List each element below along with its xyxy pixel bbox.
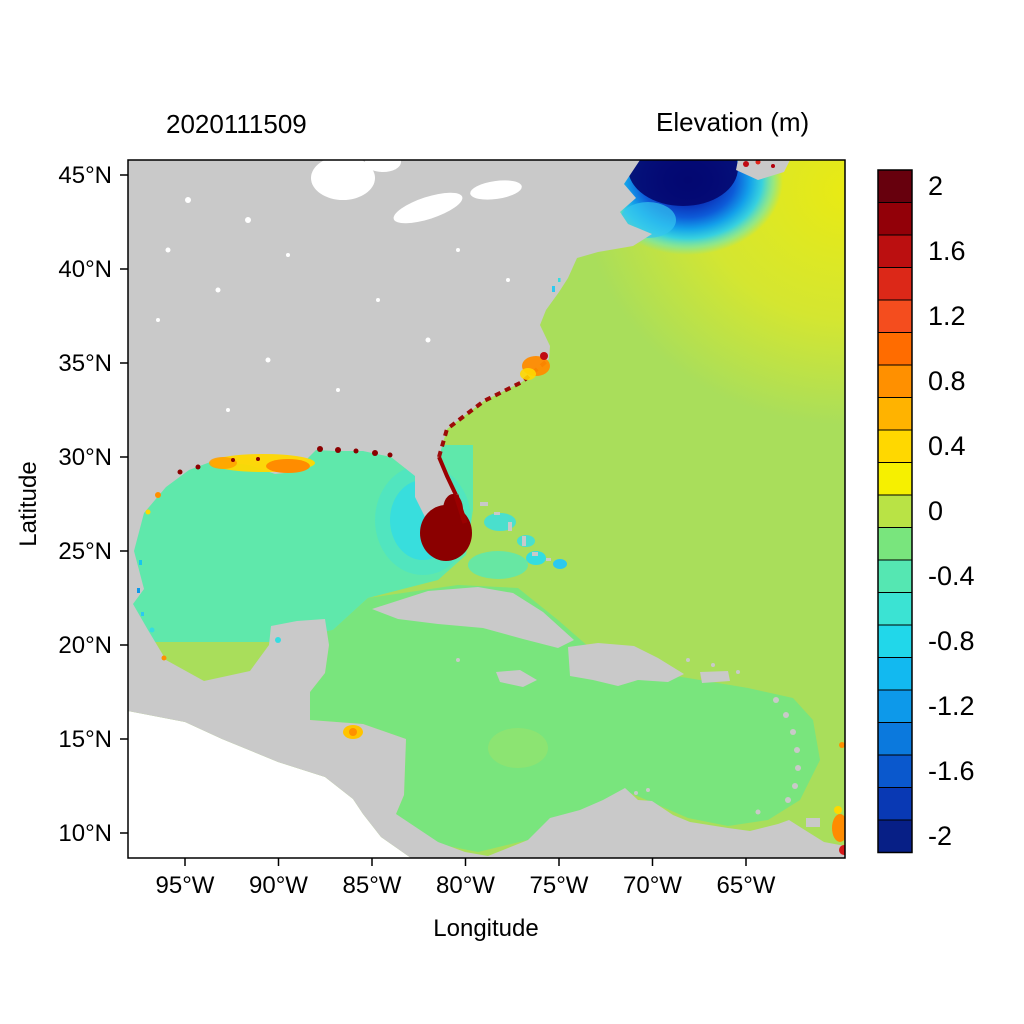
x-tick-70w: 70°W xyxy=(623,872,682,899)
cbar-label-0p4: 0.4 xyxy=(928,431,966,461)
bahamas-turquoise-patches xyxy=(468,513,567,579)
pacific-no-data-region xyxy=(128,711,411,858)
colorbar-tick-labels: 2 1.6 1.2 0.8 0.4 0 -0.4 -0.8 -1.2 -1.6 … xyxy=(928,171,975,851)
colorbar-block xyxy=(877,332,913,366)
colorbar-block xyxy=(877,494,913,528)
colorbar-block xyxy=(877,657,913,691)
x-tick-90w: 90°W xyxy=(249,872,308,899)
colorbar-title: Elevation (m) xyxy=(656,107,809,137)
colorbar-block xyxy=(877,462,913,496)
colorbar-block xyxy=(877,527,913,561)
x-axis-ticks xyxy=(184,858,747,866)
colorbar-block xyxy=(877,429,913,463)
x-tick-80w: 80°W xyxy=(436,872,495,899)
colorbar-block xyxy=(877,689,913,723)
cbar-label-0p8: 0.8 xyxy=(928,366,966,396)
caribbean-sea-region xyxy=(278,585,820,852)
cbar-label-m0p8: -0.8 xyxy=(928,626,975,656)
colorbar-block xyxy=(877,299,913,333)
colorbar-border xyxy=(877,169,913,854)
map-area xyxy=(127,159,846,859)
gulf-coast-surge-band xyxy=(145,446,393,515)
continent-land-region xyxy=(128,160,845,858)
y-tick-30n: 30°N xyxy=(58,444,112,471)
cbar-label-1p6: 1.6 xyxy=(928,236,966,266)
puerto-rico-island xyxy=(700,671,730,683)
honduras-orange-spot xyxy=(343,725,363,739)
cbar-label-m2: -2 xyxy=(928,821,952,851)
y-tick-40n: 40°N xyxy=(58,256,112,283)
x-tick-85w: 85°W xyxy=(343,872,402,899)
southeast-corner-edge-marks xyxy=(832,742,845,855)
pamlico-orange-patch xyxy=(520,278,561,380)
y-tick-20n: 20°N xyxy=(58,632,112,659)
colorbar-block xyxy=(877,754,913,788)
colorbar-block xyxy=(877,397,913,431)
y-axis-ticks xyxy=(120,174,128,834)
x-tick-95w: 95°W xyxy=(156,872,215,899)
caribbean-light-spot xyxy=(488,728,548,768)
southeast-coast-red-fringe xyxy=(437,357,551,524)
cbar-label-1p2: 1.2 xyxy=(928,301,966,331)
cbar-label-2: 2 xyxy=(928,171,943,201)
jamaica-island xyxy=(496,670,537,687)
cbar-label-0: 0 xyxy=(928,496,943,526)
colorbar-block xyxy=(877,819,913,853)
x-axis-tick-labels: 95°W 90°W 85°W 80°W 75°W 70°W 65°W xyxy=(156,872,776,899)
colorbar-block xyxy=(877,234,913,268)
y-tick-10n: 10°N xyxy=(58,820,112,847)
x-tick-65w: 65°W xyxy=(717,872,776,899)
colorbar-block xyxy=(877,787,913,821)
plot-frame xyxy=(127,159,846,859)
hispaniola-island xyxy=(568,643,684,686)
x-tick-75w: 75°W xyxy=(530,872,589,899)
timestamp-title: 2020111509 xyxy=(166,109,307,139)
cuba-island xyxy=(372,587,574,648)
cbar-label-m0p4: -0.4 xyxy=(928,561,975,591)
colorbar-block xyxy=(877,267,913,301)
caribbean-islands xyxy=(372,502,820,827)
fundy-red-specks xyxy=(743,160,775,168)
colorbar-block xyxy=(877,169,913,203)
colorbar xyxy=(877,169,913,853)
great-lakes-and-inland-lakes xyxy=(156,160,522,412)
y-tick-35n: 35°N xyxy=(58,350,112,377)
y-tick-45n: 45°N xyxy=(58,162,112,189)
colorbar-block xyxy=(877,364,913,398)
colorbar-block xyxy=(877,624,913,658)
nova-scotia-land xyxy=(736,160,790,180)
y-axis-tick-labels: 45°N 40°N 35°N 30°N 25°N 20°N 15°N 10°N xyxy=(58,162,112,847)
colorbar-block xyxy=(877,592,913,626)
gulf-of-maine-dark-core xyxy=(628,160,738,206)
y-tick-25n: 25°N xyxy=(58,538,112,565)
colorbar-block xyxy=(877,722,913,756)
colorbar-block xyxy=(877,559,913,593)
cbar-label-m1p2: -1.2 xyxy=(928,691,975,721)
y-tick-15n: 15°N xyxy=(58,726,112,753)
y-axis-title: Latitude xyxy=(15,461,42,546)
cbar-label-m1p6: -1.6 xyxy=(928,756,975,786)
mexico-coast-specks xyxy=(137,560,281,661)
x-axis-title: Longitude xyxy=(433,915,538,942)
colorbar-block xyxy=(877,202,913,236)
